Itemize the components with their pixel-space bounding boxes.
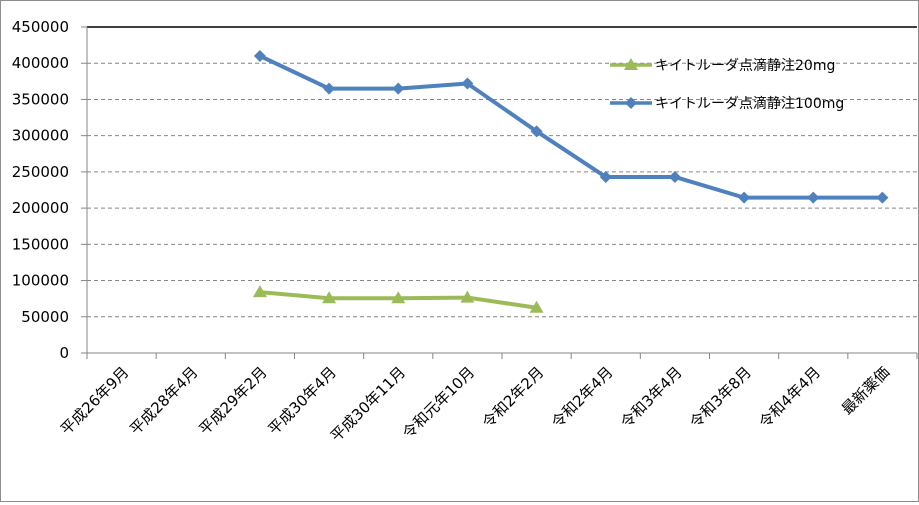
data-point-diamond <box>323 82 336 95</box>
x-tick-label: 最新薬価 <box>838 363 893 418</box>
y-tick-label: 50000 <box>21 308 69 326</box>
data-point-diamond <box>461 77 474 90</box>
data-point-triangle <box>391 291 406 304</box>
gridlines <box>87 26 917 318</box>
legend-label-100mg: キイトルーダ点滴静注100mg <box>655 95 844 112</box>
series <box>252 49 889 313</box>
x-tick-label: 令和元年10月 <box>399 363 478 442</box>
legend-entry-100mg: キイトルーダ点滴静注100mg <box>610 95 844 112</box>
data-point-diamond <box>253 49 266 62</box>
x-tick-label: 平成28年4月 <box>126 363 201 438</box>
y-tick-label: 400000 <box>12 54 69 72</box>
data-point-diamond <box>599 170 612 183</box>
y-tick-label: 300000 <box>12 127 69 145</box>
y-tick-label: 0 <box>59 344 69 362</box>
y-tick-label: 150000 <box>12 235 69 253</box>
x-tick-label: 令和2年4月 <box>548 363 617 432</box>
axes <box>81 26 918 359</box>
data-point-diamond <box>807 191 820 204</box>
data-point-triangle <box>322 291 337 304</box>
data-point-triangle <box>252 285 267 298</box>
x-tick-label: 平成29年2月 <box>195 363 270 438</box>
data-point-diamond <box>392 82 405 95</box>
legend-triangle-marker <box>624 58 638 70</box>
y-axis-tick-labels: 0 50000 100000 150000 200000 250000 300000 3500… <box>12 18 69 362</box>
y-tick-label: 100000 <box>12 272 69 290</box>
x-tick-label: 令和3年8月 <box>686 363 755 432</box>
legend: キイトルーダ点滴静注20mg キイトルーダ点滴静注100mg <box>610 57 844 112</box>
data-point-triangle <box>529 300 544 313</box>
legend-diamond-marker <box>625 97 637 109</box>
x-tick-label: 令和2年2月 <box>479 363 548 432</box>
data-point-diamond <box>530 125 543 138</box>
data-point-diamond <box>738 191 751 204</box>
y-tick-label: 450000 <box>12 18 69 36</box>
data-point-triangle <box>460 290 475 303</box>
series-line <box>257 53 885 200</box>
series-0 <box>252 285 544 313</box>
y-tick-label: 200000 <box>12 199 69 217</box>
data-point-diamond <box>668 170 681 183</box>
y-tick-label: 350000 <box>12 90 69 108</box>
x-tick-label: 平成30年4月 <box>265 363 340 438</box>
x-axis-tick-labels: 平成26年9月平成28年4月平成29年2月平成30年4月平成30年11月令和元年… <box>57 363 893 445</box>
legend-label-20mg: キイトルーダ点滴静注20mg <box>655 57 835 74</box>
x-tick-label: 令和4年4月 <box>755 363 824 432</box>
data-point-diamond <box>876 191 889 204</box>
legend-entry-20mg: キイトルーダ点滴静注20mg <box>610 57 835 74</box>
x-tick-label: 平成26年9月 <box>57 363 132 438</box>
x-tick-label: 令和3年4月 <box>617 363 686 432</box>
y-tick-label: 250000 <box>12 163 69 181</box>
